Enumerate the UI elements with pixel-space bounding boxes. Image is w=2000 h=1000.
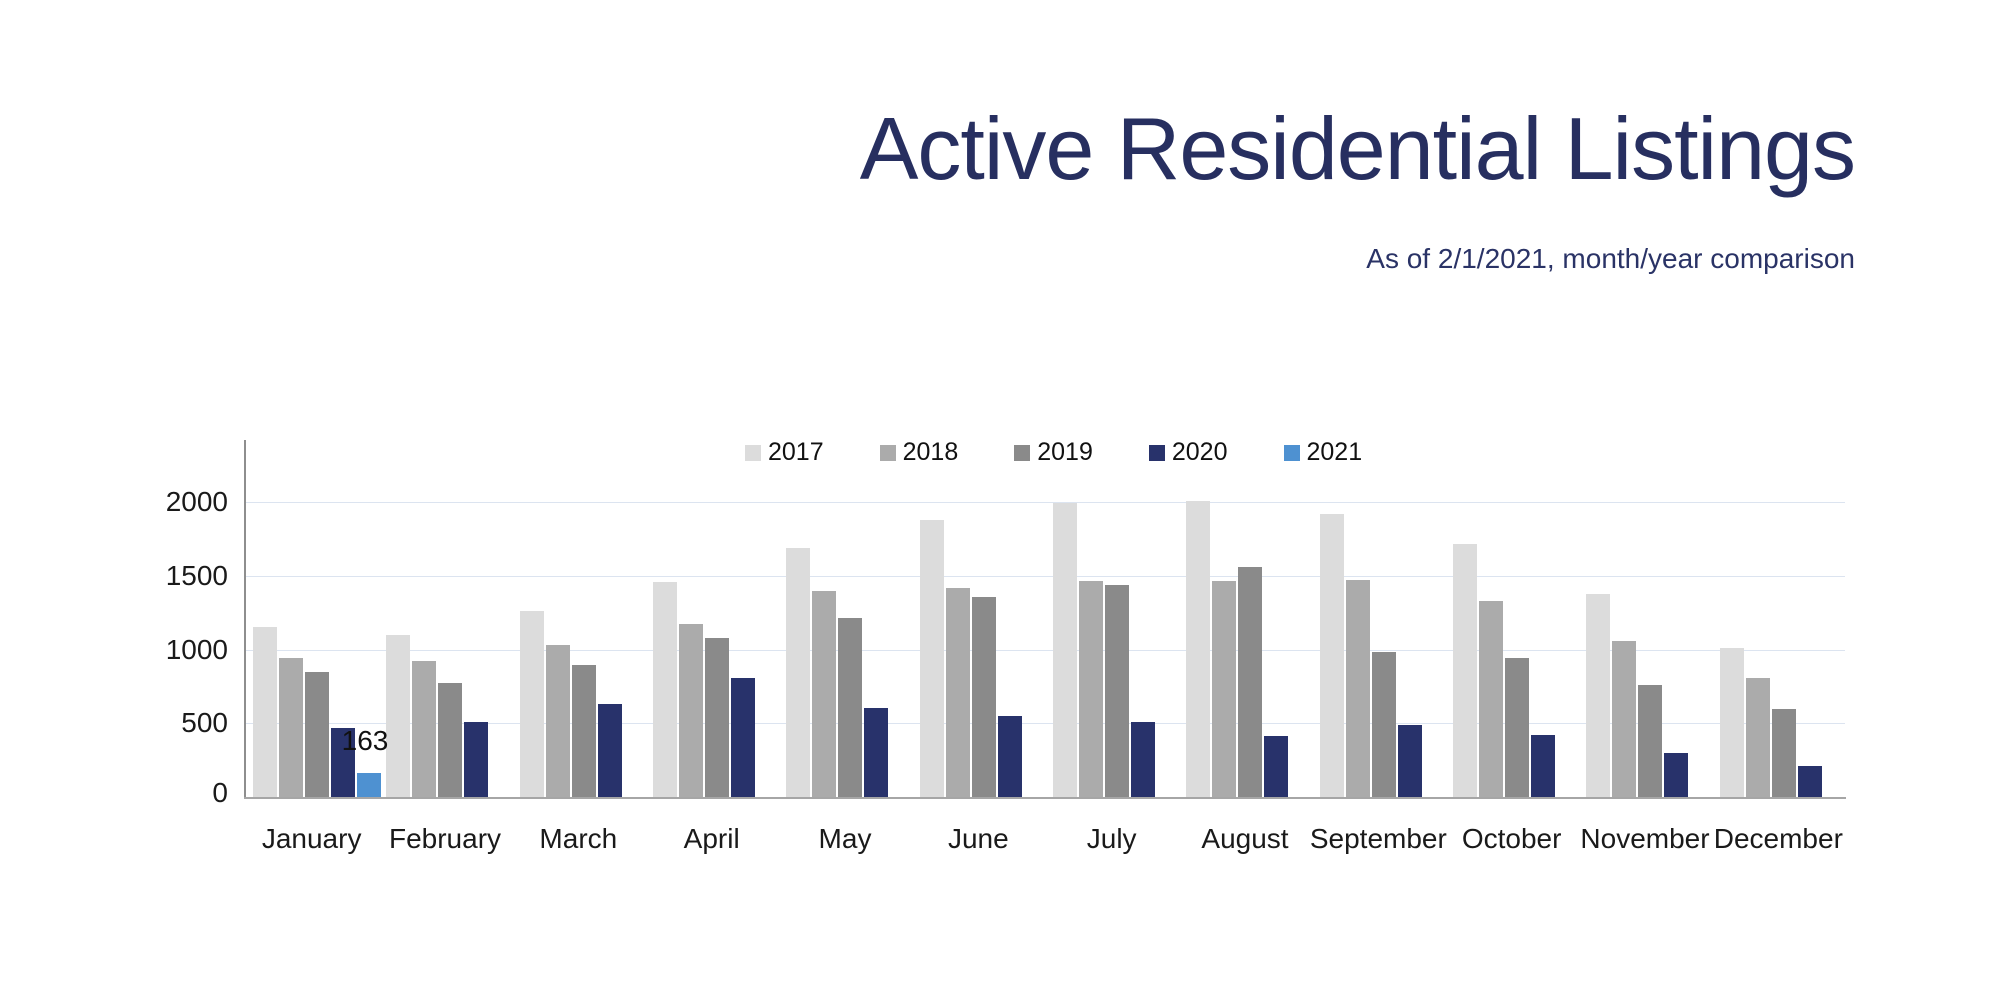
- legend-label: 2019: [1037, 438, 1093, 466]
- legend-item-2019: 2019: [1014, 440, 1093, 465]
- bar-november-2017: [1586, 594, 1611, 797]
- bar-march-2020: [597, 704, 622, 797]
- bar-october-2020: [1531, 735, 1555, 797]
- y-tick-label-0: 0: [212, 777, 228, 808]
- bar-may-2020: [864, 707, 889, 797]
- bar-august-2018: [1212, 580, 1237, 797]
- gridline-500: [246, 723, 1845, 725]
- gridline-1000: [246, 649, 1845, 651]
- bar-august-2020: [1264, 735, 1289, 797]
- legend-swatch-icon: [745, 444, 761, 461]
- bar-july-2020: [1131, 721, 1155, 797]
- bar-may-2017: [786, 547, 811, 797]
- legend-item-2021: 2021: [1283, 438, 1363, 466]
- x-tick-label-july: July: [1086, 823, 1137, 854]
- bar-march-2017: [519, 611, 544, 797]
- y-axis-line: [244, 440, 246, 798]
- y-tick-label-2000: 2000: [165, 486, 228, 517]
- y-tick-label-1000: 1000: [165, 633, 228, 665]
- bar-february-2020: [464, 721, 489, 797]
- bar-february-2018: [412, 661, 437, 797]
- legend-swatch-icon: [1283, 444, 1300, 461]
- x-tick-label-november: November: [1580, 823, 1710, 854]
- bar-may-2018: [812, 591, 837, 797]
- x-tick-label-october: October: [1461, 823, 1562, 854]
- bar-june-2019: [971, 597, 996, 797]
- bar-april-2017: [653, 581, 677, 797]
- legend-item-2018: 2018: [879, 438, 959, 466]
- legend-label: 2018: [902, 438, 959, 466]
- bar-april-2020: [731, 678, 755, 797]
- legend-item-2020: 2020: [1148, 438, 1228, 466]
- bar-september-2018: [1345, 580, 1370, 797]
- bar-october-2017: [1453, 544, 1477, 797]
- bar-february-2019: [438, 682, 463, 797]
- legend-swatch-icon: [1148, 444, 1165, 461]
- x-tick-label-december: December: [1713, 823, 1843, 854]
- legend-label: 2020: [1171, 438, 1228, 466]
- bar-july-2019: [1105, 584, 1129, 797]
- x-tick-label-february: February: [388, 823, 502, 854]
- legend-swatch-icon: [1014, 444, 1031, 461]
- x-tick-label-may: May: [818, 823, 872, 854]
- bar-march-2019: [571, 664, 596, 797]
- bar-value-label-2021: 163: [341, 724, 389, 756]
- legend-label: 2021: [1306, 438, 1363, 466]
- bar-september-2017: [1319, 513, 1344, 797]
- bar-november-2020: [1664, 752, 1689, 797]
- bar-january-2019: [305, 671, 329, 797]
- page-title: Active Residential Listings: [859, 99, 1856, 198]
- bar-december-2020: [1797, 766, 1822, 797]
- x-tick-label-august: August: [1201, 823, 1289, 854]
- gridline-1500: [246, 575, 1845, 577]
- bar-may-2019: [838, 617, 863, 797]
- bar-december-2017: [1719, 648, 1744, 797]
- bar-july-2017: [1053, 503, 1077, 797]
- bar-january-2020: [331, 728, 355, 797]
- bar-september-2020: [1397, 724, 1422, 797]
- chart-legend: 2017 2018 2019 2020 2021: [745, 440, 1362, 465]
- y-tick-label-500: 500: [181, 707, 228, 739]
- bar-april-2019: [705, 638, 729, 797]
- page-subtitle: As of 2/1/2021, month/year comparison: [1366, 243, 1855, 274]
- bar-june-2018: [945, 587, 970, 797]
- x-axis-line: [244, 797, 1846, 799]
- bar-march-2018: [545, 645, 570, 797]
- x-tick-label-april: April: [683, 823, 740, 854]
- x-tick-label-september: September: [1309, 823, 1447, 854]
- bar-june-2017: [919, 520, 944, 797]
- bar-january-2018: [279, 658, 303, 797]
- bar-july-2018: [1079, 580, 1103, 797]
- bar-october-2019: [1505, 657, 1529, 797]
- bar-december-2018: [1745, 678, 1770, 797]
- bar-november-2018: [1612, 641, 1637, 797]
- bar-february-2017: [386, 634, 411, 797]
- legend-label: 2017: [768, 438, 824, 466]
- bar-december-2019: [1771, 708, 1796, 797]
- bar-august-2019: [1238, 566, 1263, 797]
- bar-september-2019: [1371, 651, 1396, 797]
- x-tick-label-january: January: [261, 823, 362, 854]
- bar-april-2018: [679, 624, 703, 797]
- bar-october-2018: [1479, 600, 1503, 797]
- y-tick-label-1500: 1500: [165, 559, 228, 591]
- x-tick-label-march: March: [539, 823, 618, 854]
- bar-november-2019: [1638, 684, 1663, 797]
- legend-swatch-icon: [879, 444, 896, 461]
- bar-january-2017: [253, 627, 277, 797]
- legend-item-2017: 2017: [745, 440, 824, 465]
- bar-january-2021: [357, 772, 381, 797]
- bar-june-2020: [997, 715, 1022, 797]
- gridline-2000: [246, 502, 1845, 503]
- x-tick-label-june: June: [947, 823, 1009, 854]
- bar-august-2017: [1186, 500, 1211, 797]
